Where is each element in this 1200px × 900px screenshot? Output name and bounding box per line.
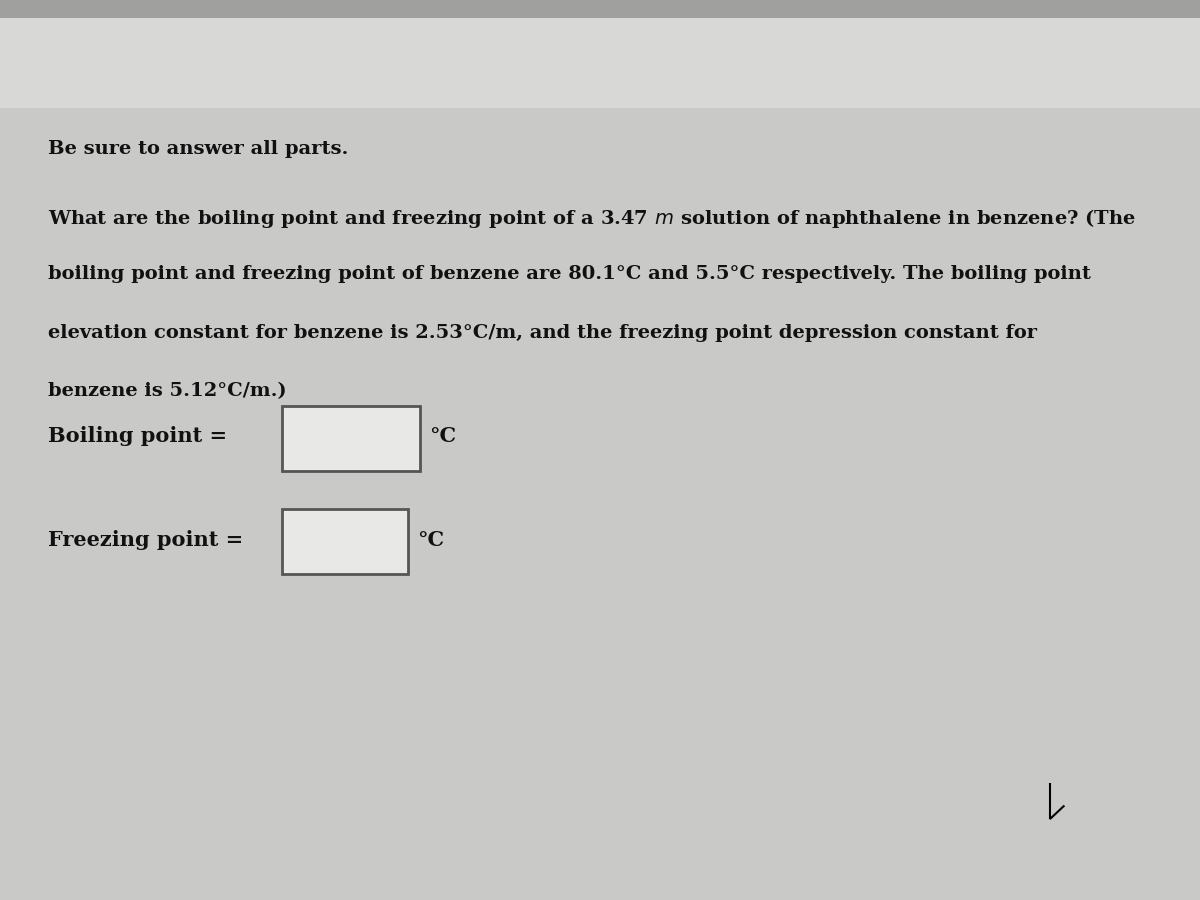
FancyBboxPatch shape — [0, 18, 1200, 108]
Text: °C: °C — [430, 427, 457, 446]
Text: What are the boiling point and freezing point of a 3.47 $\mathit{m}$ solution of: What are the boiling point and freezing … — [48, 207, 1136, 230]
FancyBboxPatch shape — [0, 0, 1200, 45]
Text: boiling point and freezing point of benzene are 80.1°C and 5.5°C respectively. T: boiling point and freezing point of benz… — [48, 266, 1091, 284]
Bar — [282, 406, 420, 471]
Bar — [282, 509, 408, 574]
Text: elevation constant for benzene is 2.53°C/m, and the freezing point depression co: elevation constant for benzene is 2.53°C… — [48, 324, 1037, 342]
Text: °C: °C — [418, 530, 445, 550]
Text: Boiling point =: Boiling point = — [48, 427, 227, 446]
Text: Freezing point =: Freezing point = — [48, 530, 244, 550]
Text: benzene is 5.12°C/m.): benzene is 5.12°C/m.) — [48, 382, 287, 400]
Text: Be sure to answer all parts.: Be sure to answer all parts. — [48, 140, 348, 158]
